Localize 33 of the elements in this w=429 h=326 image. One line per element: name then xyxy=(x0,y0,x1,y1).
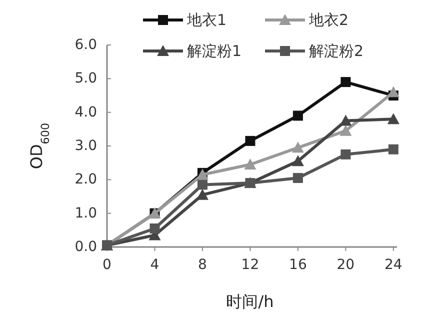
point xyxy=(292,142,304,153)
y-tick-label: 1.0 xyxy=(74,205,97,222)
x-tick-label: 8 xyxy=(198,257,207,273)
legend-label: 解淀粉1 xyxy=(187,42,242,60)
point xyxy=(340,124,352,136)
x-tick-label: 24 xyxy=(384,257,402,273)
point xyxy=(197,180,208,190)
point xyxy=(292,155,304,166)
x-axis-title: 时间/h xyxy=(226,292,274,311)
x-tick-label: 16 xyxy=(289,257,307,273)
y-tick-label: 2.0 xyxy=(74,172,97,188)
point xyxy=(340,114,352,126)
y-tick-label: 4.0 xyxy=(74,104,97,120)
point xyxy=(340,149,351,160)
y-tick-label: 6.0 xyxy=(74,37,97,53)
point xyxy=(387,113,400,124)
x-tick-label: 0 xyxy=(102,257,112,273)
point xyxy=(150,223,160,234)
point xyxy=(292,110,303,121)
x-tick-label: 20 xyxy=(336,257,355,273)
point xyxy=(388,144,398,154)
legend-label: 地衣2 xyxy=(308,11,349,29)
x-tick-label: 12 xyxy=(241,257,260,273)
y-tick-label: 0.0 xyxy=(74,239,97,255)
x-tick-label: 4 xyxy=(150,257,160,273)
point xyxy=(340,77,351,88)
point xyxy=(244,158,256,170)
point xyxy=(245,136,256,146)
point xyxy=(292,172,303,183)
y-tick-label: 5.0 xyxy=(74,70,97,87)
y-tick-label: 3.0 xyxy=(74,138,97,154)
legend-label: 地衣1 xyxy=(186,11,227,29)
legend-label: 解淀粉2 xyxy=(309,42,364,60)
